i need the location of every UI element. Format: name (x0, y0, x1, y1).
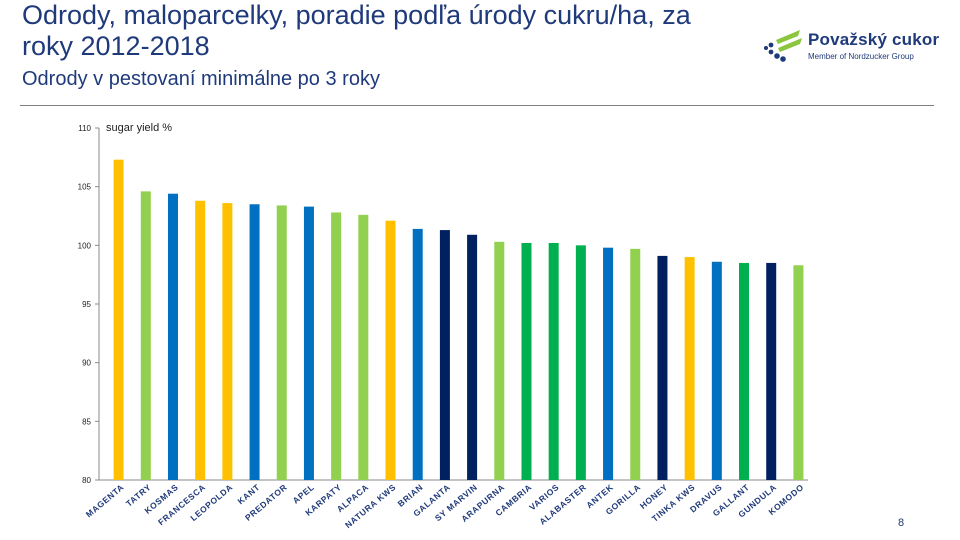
y-tick-label: 80 (82, 476, 91, 485)
logo-tagline: Member of Nordzucker Group (808, 52, 914, 61)
bar-gallant (739, 262, 750, 480)
y-tick-label: 95 (82, 300, 91, 309)
bar-honey (657, 255, 668, 480)
logo-icon (764, 30, 802, 62)
bar-kant (249, 204, 260, 480)
y-tick-label: 105 (78, 183, 92, 192)
bar-galanta (439, 230, 450, 480)
y-tick-label: 90 (82, 359, 91, 368)
bar-cambria (521, 242, 532, 480)
page-subtitle: Odrody v pestovaní minimálne po 3 roky (22, 68, 380, 90)
bar-sy-marvin (467, 234, 478, 480)
y-tick-label: 85 (82, 417, 91, 426)
bar-brian (412, 228, 423, 480)
bar-antek (603, 247, 614, 480)
bar-kosmas (167, 193, 178, 480)
bar-tinka-kws (684, 257, 695, 480)
x-tick-label: MAGENTA (84, 482, 126, 520)
y-tick-label: 110 (78, 124, 91, 133)
company-logo: Považský cukor Member of Nordzucker Grou… (762, 26, 942, 68)
x-tick-label: NATURA KWS (343, 482, 398, 530)
bar-komodo (793, 265, 804, 480)
bar-magenta (113, 159, 124, 480)
bar-francesca (195, 200, 206, 480)
bar-apel (303, 206, 314, 480)
bar-alabaster (575, 245, 586, 480)
page-number: 8 (898, 517, 905, 529)
page-title: Odrody, maloparcelky, poradie podľa úrod… (22, 0, 691, 61)
bar-arapurna (494, 241, 505, 480)
bar-tatry (140, 191, 151, 481)
bar-predator (276, 205, 287, 480)
bar-gorilla (630, 248, 641, 480)
y-tick-label: 100 (78, 241, 92, 250)
bar-alpaca (358, 214, 369, 480)
bar-gundula (766, 262, 777, 480)
bar-dravus (711, 261, 722, 480)
bar-varios (548, 242, 559, 480)
y-axis-label: sugar yield % (106, 122, 172, 134)
bar-karpaty (331, 212, 342, 480)
header-divider (20, 105, 934, 106)
bar-leopolda (222, 203, 233, 480)
logo-name: Považský cukor (808, 30, 940, 49)
bar-natura-kws (385, 220, 396, 480)
